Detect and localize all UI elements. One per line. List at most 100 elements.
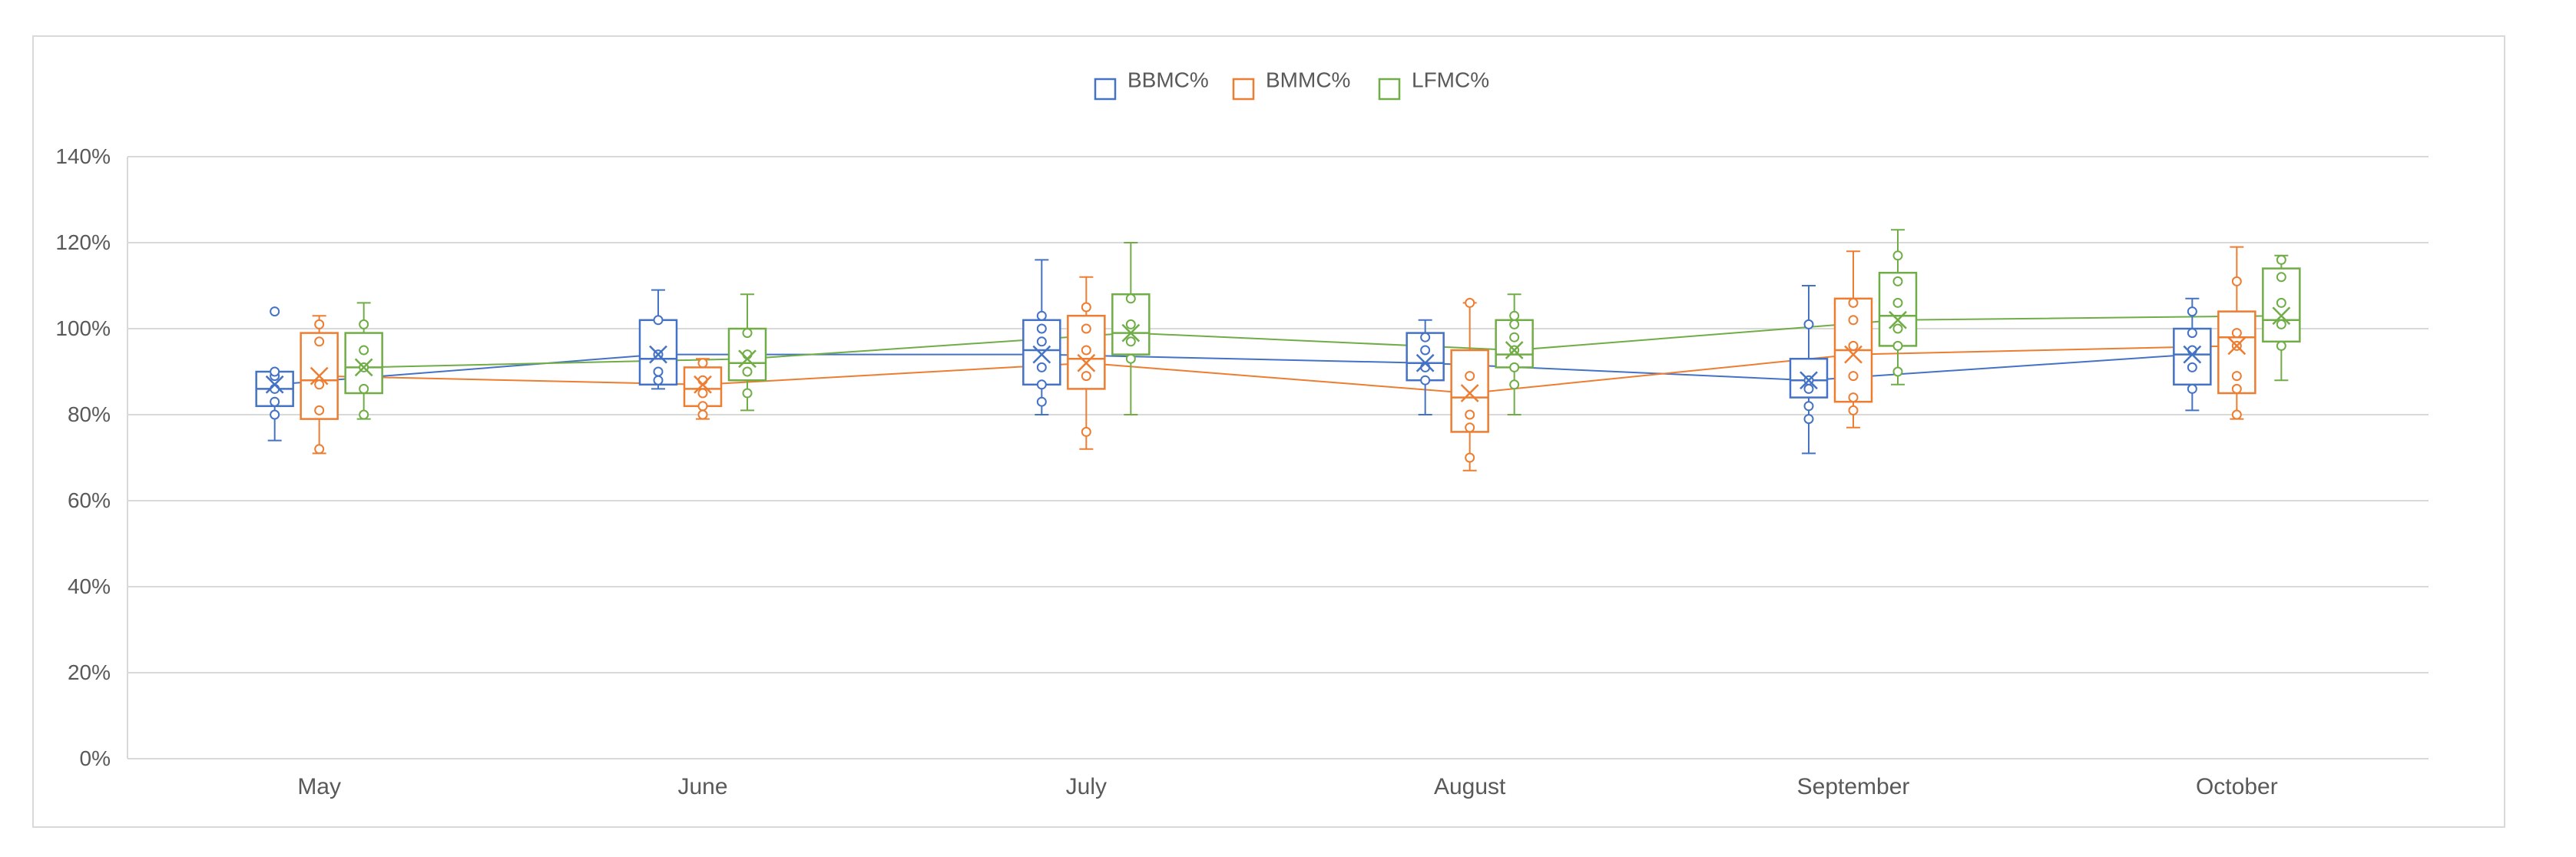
data-point: [697, 409, 708, 420]
data-point: [1081, 302, 1091, 313]
data-point: [270, 396, 280, 407]
data-point: [1036, 362, 1047, 372]
data-point: [1081, 426, 1091, 437]
mean-marker: [1121, 323, 1141, 342]
data-point: [1420, 332, 1431, 342]
data-point: [2231, 371, 2242, 382]
box-june: [727, 293, 767, 412]
y-tick-label: 40%: [68, 574, 111, 598]
y-axis-tick-labels: 0% 20% 40% 60% 80% 100% 120% 140%: [55, 144, 111, 770]
data-point: [2231, 383, 2242, 394]
data-point: [2187, 383, 2197, 394]
box-plot-chart: 0% 20% 40% 60% 80% 100% 120% 140% May June July Au…: [55, 68, 2429, 799]
box-iqr: [683, 366, 723, 408]
x-tick-label: August: [1434, 774, 1506, 799]
box-september: [1789, 285, 1829, 455]
box-may: [255, 306, 294, 442]
data-point: [1081, 345, 1091, 356]
series-bmmc: [300, 246, 2256, 472]
data-point: [653, 366, 664, 377]
mean-marker: [694, 375, 712, 394]
data-point: [2231, 328, 2242, 339]
data-point: [697, 401, 708, 412]
data-point: [2231, 276, 2242, 286]
data-point: [1125, 353, 1136, 364]
data-point: [1509, 379, 1520, 390]
data-point: [1892, 340, 1903, 351]
box-august: [1495, 293, 1534, 415]
box-september: [1833, 250, 1873, 428]
data-point: [270, 366, 280, 377]
x-tick-label: October: [2196, 774, 2278, 799]
data-point: [2276, 340, 2286, 351]
box-october: [2173, 297, 2212, 412]
legend-item-bmmc[interactable]: BMMC%: [1232, 68, 1350, 101]
data-point: [314, 405, 325, 415]
gridlines: [127, 156, 2429, 759]
data-point: [1081, 371, 1091, 382]
data-point: [1465, 297, 1475, 308]
series-bbmc: [255, 259, 2212, 455]
box-may: [344, 302, 383, 420]
mean-marker: [1077, 353, 1096, 372]
legend-label: BBMC%: [1127, 68, 1209, 91]
box-september: [1878, 229, 1918, 385]
legend-item-bbmc[interactable]: BBMC%: [1094, 68, 1209, 101]
y-tick-label: 60%: [68, 488, 111, 512]
data-point: [1848, 297, 1859, 308]
data-point: [1803, 401, 1814, 412]
data-point: [742, 388, 753, 399]
data-point: [1892, 250, 1903, 261]
data-point: [1848, 392, 1859, 403]
data-point: [1892, 276, 1903, 286]
mean-marker: [738, 349, 757, 369]
mean-marker: [1505, 341, 1524, 359]
data-point: [1892, 323, 1903, 334]
y-tick-label: 120%: [55, 230, 111, 254]
data-point: [270, 306, 280, 317]
data-point: [1125, 336, 1136, 347]
data-point: [359, 383, 369, 394]
data-point: [1509, 310, 1520, 321]
data-point: [1848, 315, 1859, 326]
box-series: [255, 229, 2301, 472]
data-point: [1465, 409, 1475, 420]
data-point: [1892, 297, 1903, 308]
x-tick-label: September: [1797, 774, 1910, 799]
legend[interactable]: BBMC% BMMC% LFMC%: [1094, 68, 1489, 101]
data-point: [1420, 375, 1431, 385]
box-august: [1406, 319, 1445, 415]
mean-marker: [1415, 353, 1435, 372]
box-may: [300, 315, 339, 455]
data-point: [1036, 379, 1047, 390]
x-tick-label: June: [677, 774, 727, 799]
data-point: [697, 388, 708, 399]
data-point: [2231, 409, 2242, 420]
data-point: [653, 315, 664, 326]
data-point: [314, 379, 325, 390]
mean-line-bbmc: [274, 353, 2193, 385]
data-point: [2276, 254, 2286, 265]
data-point: [1848, 340, 1859, 351]
data-point: [359, 319, 369, 329]
mean-marker: [1032, 345, 1051, 364]
data-point: [742, 328, 753, 339]
data-point: [2276, 272, 2286, 283]
data-point: [2187, 362, 2197, 372]
box-june: [638, 289, 678, 390]
mean-marker: [1889, 310, 1907, 329]
data-point: [2187, 306, 2197, 317]
legend-item-lfmc[interactable]: LFMC%: [1378, 68, 1489, 101]
data-point: [1036, 396, 1047, 407]
box-october: [2262, 254, 2301, 382]
data-point: [314, 444, 325, 455]
box-october: [2217, 246, 2256, 420]
legend-swatch: [1094, 78, 1117, 101]
mean-marker: [310, 366, 329, 385]
series-lfmc: [344, 229, 2301, 420]
mean-marker: [1460, 384, 1479, 402]
data-point: [1465, 422, 1475, 433]
mean-line-bmmc: [319, 345, 2237, 395]
data-point: [742, 366, 753, 377]
data-point: [359, 409, 369, 420]
